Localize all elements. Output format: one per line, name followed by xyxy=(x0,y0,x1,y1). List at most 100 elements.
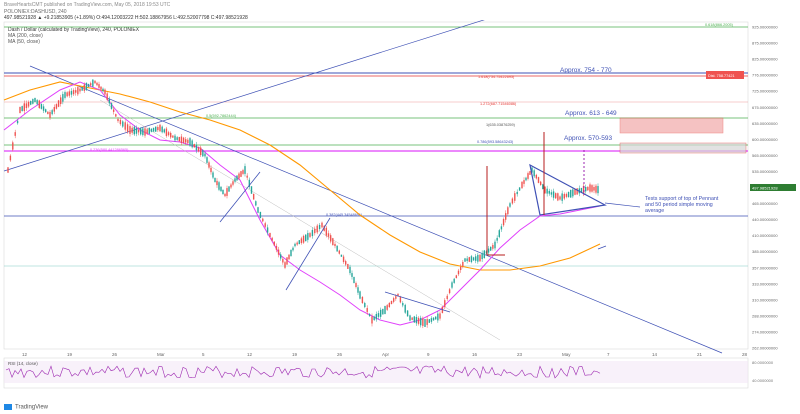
falling-trendline xyxy=(29,65,723,354)
candle-body xyxy=(509,203,511,207)
candle-body xyxy=(226,188,228,196)
candle-body xyxy=(542,184,544,189)
rsi-band xyxy=(4,361,748,383)
candle-body xyxy=(366,308,368,312)
time-axis-tick: 19 xyxy=(67,352,73,357)
candle-body xyxy=(340,254,343,257)
candle-body xyxy=(404,304,406,313)
candle-body xyxy=(264,223,266,227)
tradingview-logo[interactable]: TradingView xyxy=(4,404,48,411)
time-axis-tick: 9 xyxy=(427,352,430,357)
fib-label: 0.786(593.58643243) xyxy=(477,140,514,144)
candle-body xyxy=(357,287,359,293)
candle-body xyxy=(533,170,535,177)
price-axis-tick: 635.00000000 xyxy=(752,121,778,126)
zone-annotation-570-593: Approx. 570-593 xyxy=(564,135,612,142)
pennant-triangle xyxy=(529,163,607,216)
candle-body xyxy=(361,296,364,304)
candle-body xyxy=(589,184,591,192)
candle-body xyxy=(157,127,159,131)
price-chart-svg[interactable]: Dash / Dollar (calculated by TradingView… xyxy=(0,17,800,394)
candle-body xyxy=(300,238,303,244)
candle-body xyxy=(119,119,122,125)
candle-body xyxy=(309,233,311,237)
time-axis[interactable]: 12 19 26 Mar 5 12 19 26 Apr 9 16 23 May 7 14 21 28 xyxy=(22,352,748,357)
candle-body xyxy=(57,100,60,107)
candle-body xyxy=(230,184,232,188)
candle-body xyxy=(451,282,453,288)
fib-label: 1.618(734.75422693) xyxy=(478,75,515,79)
brand-text: TradingView xyxy=(15,404,49,411)
candle-body xyxy=(585,186,587,192)
candle-body xyxy=(593,187,595,191)
candle-body xyxy=(371,316,373,324)
price-axis-tick: 925.00000000 xyxy=(752,25,778,30)
time-axis-tick: 21 xyxy=(697,352,703,357)
candle-body xyxy=(537,177,540,183)
candle-body xyxy=(544,186,546,194)
price-axis-tick: 465.00000000 xyxy=(752,201,778,206)
candle-body xyxy=(53,106,55,112)
candle-body xyxy=(580,187,583,193)
candle-body xyxy=(208,162,210,168)
candle-body xyxy=(420,317,422,326)
candle-body xyxy=(38,100,40,109)
price-axis-tick: 288.00000000 xyxy=(752,313,778,318)
ma50-line xyxy=(3,81,601,326)
candle-body xyxy=(100,86,102,90)
candle-body xyxy=(42,106,45,111)
candle-body xyxy=(402,302,404,306)
rsi-axis-tick: 40.0000000 xyxy=(752,378,774,383)
fib-label: 1.272(687.71546086) xyxy=(480,102,517,106)
ohlc-readout: 497.98521928 ▲ +9.21853905 (+1.89%) O:49… xyxy=(4,15,248,21)
candle-body xyxy=(191,140,193,148)
candle-body xyxy=(432,317,435,321)
price-axis-tick: 440.00000000 xyxy=(752,217,778,222)
candle-body xyxy=(494,241,496,249)
candle-body xyxy=(505,213,507,220)
candle-body xyxy=(290,249,292,257)
candle-body xyxy=(468,257,470,262)
candle-body xyxy=(248,179,251,187)
chart-area[interactable]: Dash / Dollar (calculated by TradingView… xyxy=(0,17,800,394)
candle-body xyxy=(475,256,477,261)
candle-body xyxy=(555,193,557,199)
candle-body xyxy=(23,103,25,111)
fib-label: 0.382(445.34548691) xyxy=(326,213,363,217)
candle-body xyxy=(212,172,214,178)
candle-body xyxy=(435,316,437,320)
tradingview-mark-icon xyxy=(4,404,12,410)
candle-body xyxy=(349,266,351,274)
time-axis-tick: 26 xyxy=(337,352,343,357)
price-axis-tick: 274.00000000 xyxy=(752,329,778,334)
ma-arrow xyxy=(597,245,607,250)
candle-body xyxy=(68,91,70,96)
candle-body xyxy=(527,173,529,179)
symbol-line: POLONIEX:DASHUSD, 240 xyxy=(4,9,67,15)
time-axis-tick: Mar xyxy=(157,352,165,357)
candle-body xyxy=(257,207,259,213)
price-axis-tick: 565.00000000 xyxy=(752,153,778,158)
candle-body xyxy=(244,166,246,174)
candle-body xyxy=(197,147,200,152)
candle-body xyxy=(591,185,593,192)
current-price-tag xyxy=(750,184,796,191)
time-axis-tick: May xyxy=(562,352,571,357)
candle-body xyxy=(34,98,36,102)
candle-body xyxy=(539,181,542,185)
candle-body xyxy=(193,144,195,148)
candle-body xyxy=(552,191,555,198)
candle-body xyxy=(228,186,230,192)
candle-body xyxy=(570,189,572,198)
candle-body xyxy=(523,180,525,184)
candle-body xyxy=(514,193,516,201)
target-price-box xyxy=(706,71,744,79)
candle-body xyxy=(417,317,420,324)
candle-body xyxy=(316,225,318,233)
candle-body xyxy=(462,261,464,267)
candle-body xyxy=(40,104,43,109)
candle-body xyxy=(185,139,187,143)
fib-label: 0.618(866.2005) xyxy=(705,23,734,27)
minor-trendline xyxy=(384,291,451,313)
candle-body xyxy=(559,196,561,200)
